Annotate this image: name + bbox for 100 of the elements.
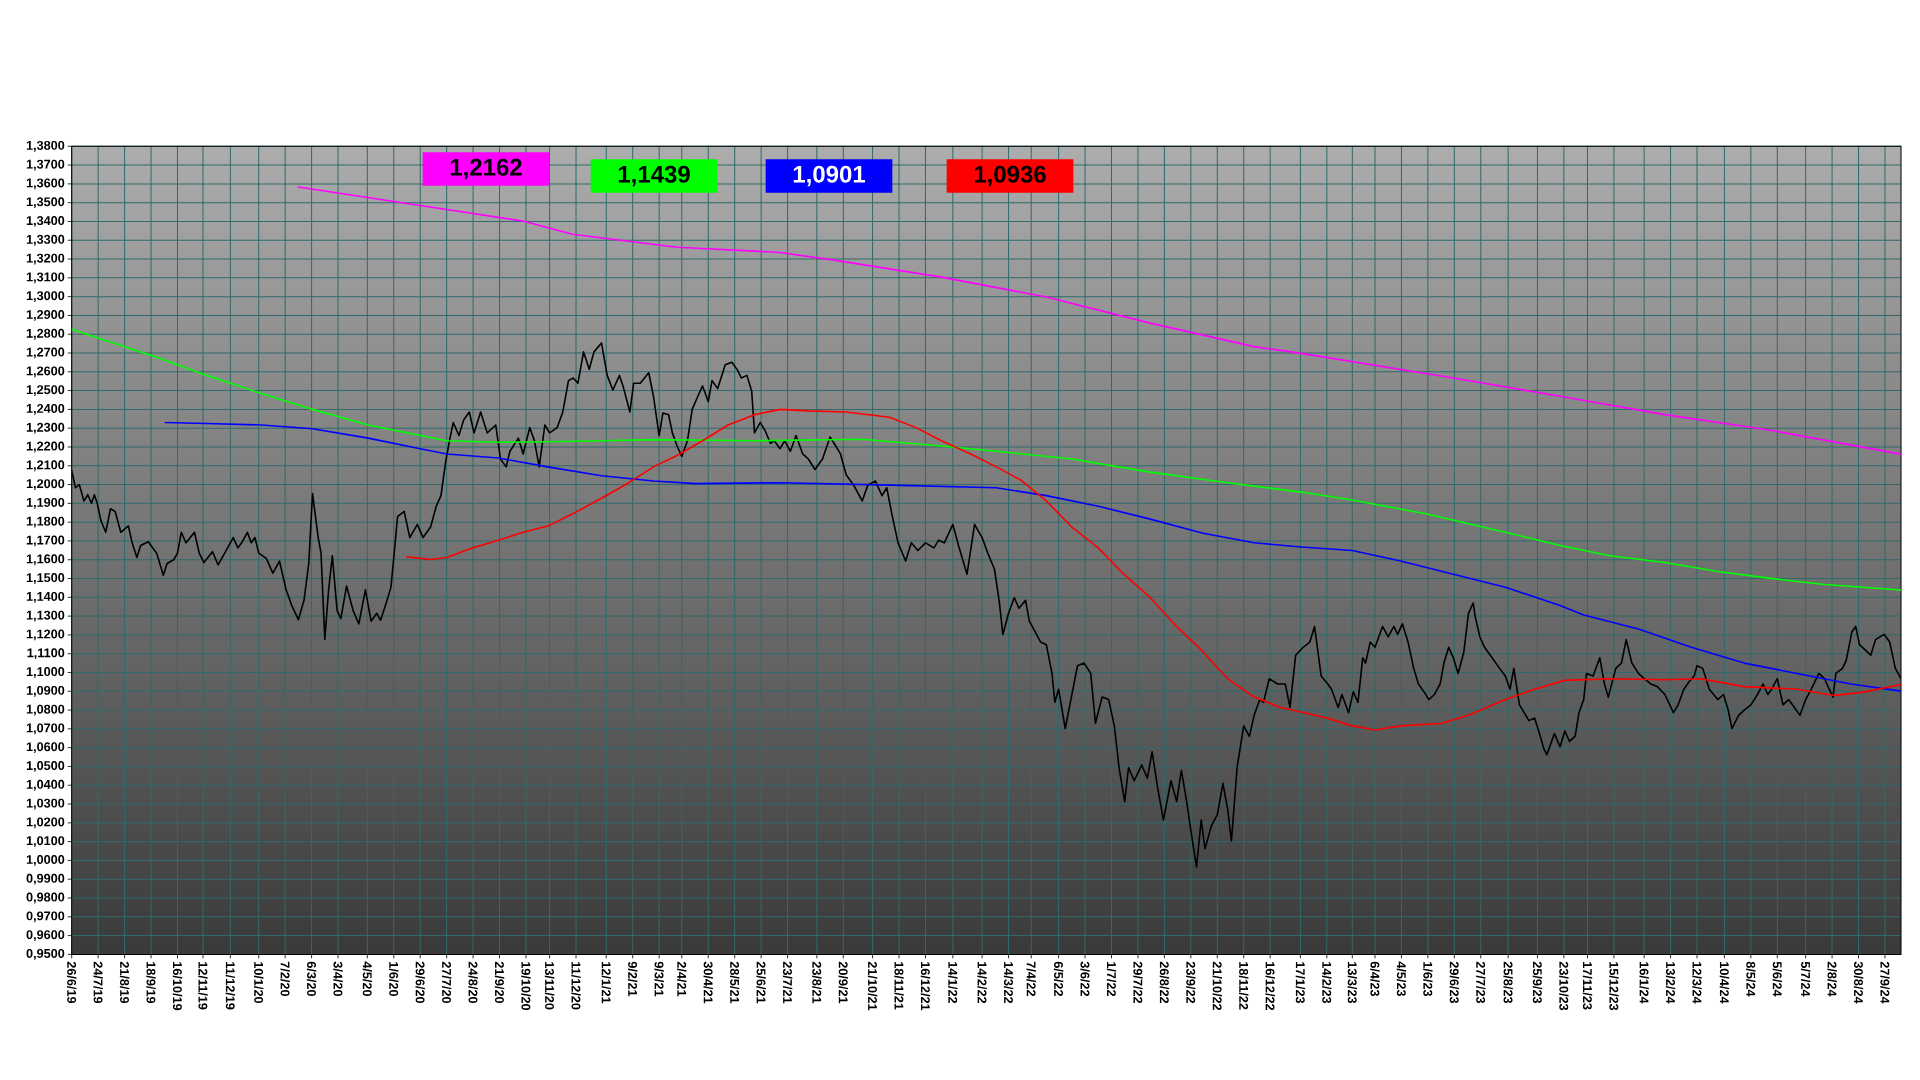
x-tick-label: 12/1/21 [601,962,611,1004]
x-tick-label: 1/7/22 [1106,962,1117,997]
x-tick-label: 6/4/23 [1370,961,1380,997]
x-tick-label: 26/6/19 [67,961,77,1004]
annotation: 1,1439 [618,165,690,187]
x-tick-label: 30/4/21 [703,961,713,1004]
x-tick-label: 24/7/19 [93,961,103,1004]
x-tick-label: 18/9/19 [146,962,156,1004]
x-tick-label: 18/11/21 [894,962,904,1010]
x-tick-label: 13/3/23 [1347,962,1358,1004]
x-tick-label: 3/4/20 [333,961,343,997]
x-tick-label: 10/1/20 [253,962,264,1004]
y-tick-label: 1,3300 [26,234,65,246]
x-tick-label: 13/11/20 [544,962,555,1010]
x-tick-label: 5/6/24 [1772,961,1783,997]
y-tick-label: 1,3500 [26,197,65,209]
x-tick-label: 16/10/19 [172,962,183,1011]
y-tick-label: 1,0600 [26,742,65,754]
y-tick-label: 1,3700 [26,159,65,171]
y-tick-label: 1,2800 [26,328,65,340]
x-tick-label: 6/3/20 [306,961,317,997]
x-tick-label: 6/5/22 [1053,961,1064,997]
x-tick-label: 11/12/20 [571,962,581,1010]
x-tick-label: 14/2/23 [1322,962,1332,1004]
x-tick-label: 21/9/20 [494,961,505,1004]
y-tick-label: 1,3600 [26,178,65,190]
x-tick-label: 21/10/22 [1212,961,1222,1011]
x-tick-label: 20/9/21 [838,961,849,1004]
y-tick-label: 1,1500 [26,573,65,584]
y-tick-label: 1,0000 [26,855,65,866]
x-tick-label: 7/2/20 [280,961,290,997]
x-tick-label: 26/8/22 [1159,961,1170,1004]
x-tick-label: 9/3/21 [654,961,664,997]
x-tick-label: 23/7/21 [782,961,793,1004]
y-tick-label: 1,2100 [26,460,65,472]
y-tick-label: 1,1600 [26,554,65,566]
y-tick-label: 1,0500 [26,761,65,772]
y-tick-label: 0,9500 [26,948,65,960]
x-tick-label: 16/1/24 [1639,962,1649,1004]
y-tick-label: 1,2500 [26,385,65,397]
y-tick-label: 1,3800 [26,140,65,152]
x-tick-label: 14/1/22 [948,962,958,1004]
x-tick-label: 11/12/19 [225,962,236,1010]
y-tick-label: 1,2300 [26,422,65,434]
y-tick-label: 1,0200 [26,817,65,829]
y-tick-label: 0,9900 [26,873,65,885]
x-tick-label: 4/5/20 [362,961,373,997]
x-tick-label: 28/5/21 [729,961,740,1004]
y-tick-label: 1,1100 [27,648,65,660]
y-tick-label: 1,0400 [26,779,65,791]
annotation: 1,2162 [450,158,522,180]
x-tick-label: 9/2/21 [627,961,638,997]
x-tick-label: 2/8/24 [1827,961,1837,997]
x-tick-label: 27/7/23 [1476,961,1486,1004]
x-tick-label: 14/2/22 [977,962,987,1004]
line-series [297,186,1902,455]
line-series [406,408,1902,731]
x-tick-label: 1/6/23 [1423,962,1433,997]
x-tick-label: 30/8/24 [1853,961,1864,1004]
x-tick-label: 29/6/23 [1449,961,1460,1004]
x-tick-label: 4/5/23 [1396,961,1407,997]
x-tick-label: 17/11/23 [1582,962,1593,1010]
annotation: 1,0936 [974,165,1046,187]
x-tick-label: 18/11/22 [1239,962,1249,1010]
y-tick-label: 1,0300 [26,798,65,810]
x-tick-label: 29/6/20 [415,961,425,1004]
x-tick-label: 23/8/21 [812,961,822,1004]
y-tick-label: 0,9600 [26,930,65,941]
x-tick-label: 8/5/24 [1746,961,1756,997]
y-tick-label: 1,2900 [26,310,65,321]
y-tick-label: 1,1000 [26,667,65,678]
x-tick-label: 14/3/22 [1003,962,1014,1004]
y-tick-label: 1,2400 [26,403,65,415]
y-tick-label: 1,3200 [26,253,65,265]
y-tick-label: 0,9800 [26,892,65,904]
y-tick-label: 1,1300 [26,610,65,622]
x-tick-label: 12/3/24 [1692,962,1702,1004]
y-tick-label: 1,1400 [26,591,65,603]
x-tick-label: 5/7/24 [1800,961,1811,997]
x-tick-label: 25/6/21 [756,961,766,1004]
x-tick-label: 27/9/24 [1880,961,1890,1004]
x-tick-label: 3/6/22 [1080,961,1090,997]
x-tick-label: 25/9/23 [1532,961,1543,1004]
x-tick-label: 13/2/24 [1665,962,1676,1004]
y-tick-label: 0,9700 [26,911,65,923]
y-tick-label: 1,2700 [26,347,65,359]
x-tick-label: 2/4/21 [677,961,687,997]
x-tick-label: 16/12/21 [920,962,931,1011]
x-tick-label: 16/12/22 [1265,962,1275,1011]
x-tick-label: 24/8/20 [468,961,478,1004]
x-tick-label: 10/4/24 [1719,962,1730,1004]
x-tick-label: 17/1/23 [1295,962,1306,1004]
y-tick-label: 1,3100 [26,272,65,284]
annotation: 1,0901 [793,165,866,187]
x-tick-label: 23/10/23 [1559,961,1569,1011]
y-tick-label: 1,1200 [26,629,65,641]
y-tick-label: 1,0900 [26,685,65,697]
y-tick-label: 1,0100 [26,836,65,848]
y-tick-label: 1,2000 [26,479,65,490]
y-tick-label: 1,2600 [26,366,65,378]
